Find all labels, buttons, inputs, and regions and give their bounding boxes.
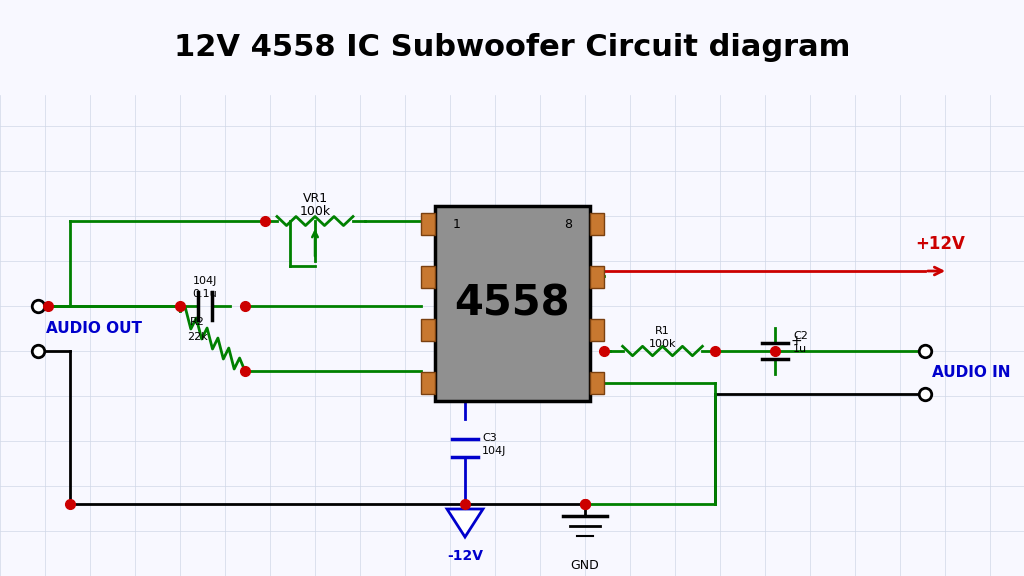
Text: 22k: 22k <box>187 332 208 342</box>
Text: 12V 4558 IC Subwoofer Circuit diagram: 12V 4558 IC Subwoofer Circuit diagram <box>174 33 850 62</box>
Text: 0.1u: 0.1u <box>193 289 217 299</box>
Text: C2: C2 <box>793 331 808 341</box>
Bar <box>421 213 435 235</box>
Text: VR1: VR1 <box>302 192 328 205</box>
Text: 8: 8 <box>564 218 572 230</box>
Bar <box>421 372 435 394</box>
Text: GND: GND <box>570 559 599 572</box>
Bar <box>435 206 590 401</box>
Text: AUDIO OUT: AUDIO OUT <box>46 321 142 336</box>
Bar <box>421 266 435 288</box>
Text: 100k: 100k <box>299 205 331 218</box>
Bar <box>590 372 604 394</box>
Text: -12V: -12V <box>447 549 483 563</box>
Text: 100k: 100k <box>649 339 676 349</box>
Text: R2: R2 <box>190 317 205 327</box>
Text: 1u: 1u <box>793 344 807 354</box>
Text: 1: 1 <box>453 218 461 230</box>
Text: 104J: 104J <box>482 445 507 456</box>
FancyArrowPatch shape <box>928 267 942 275</box>
Bar <box>590 319 604 341</box>
Bar <box>590 213 604 235</box>
Text: C3: C3 <box>482 433 497 442</box>
Text: +12V: +12V <box>915 235 965 253</box>
Text: +: + <box>791 334 803 348</box>
Bar <box>590 266 604 288</box>
Polygon shape <box>447 509 483 537</box>
Text: 104J: 104J <box>193 276 217 286</box>
Text: R1: R1 <box>655 326 670 336</box>
Bar <box>421 319 435 341</box>
Text: 4558: 4558 <box>455 282 570 324</box>
Text: AUDIO IN: AUDIO IN <box>932 365 1011 380</box>
